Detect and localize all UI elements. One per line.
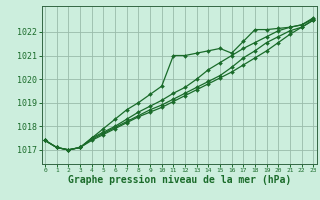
X-axis label: Graphe pression niveau de la mer (hPa): Graphe pression niveau de la mer (hPa): [68, 175, 291, 185]
